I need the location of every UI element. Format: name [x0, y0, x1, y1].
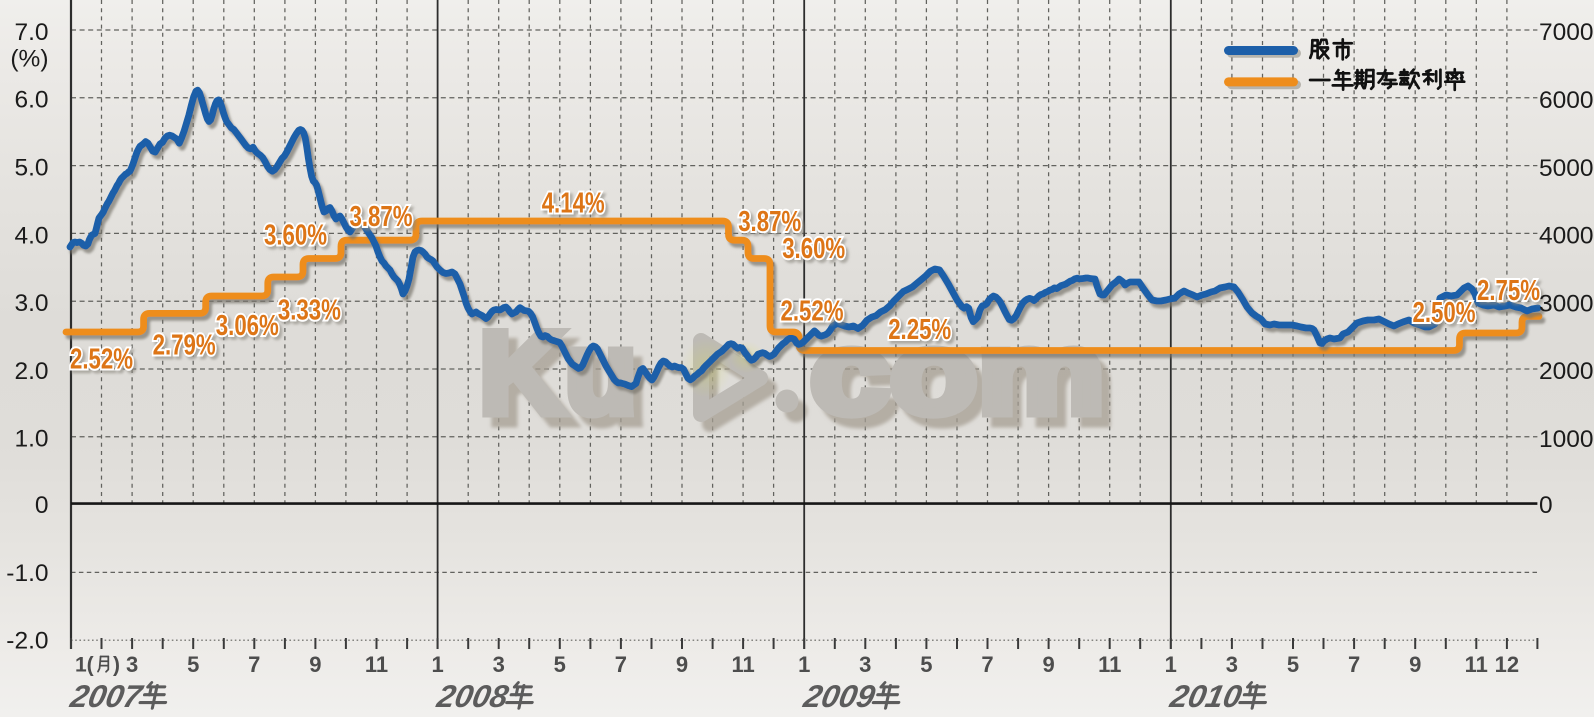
svg-text:5: 5 [920, 652, 932, 677]
svg-text:11: 11 [1465, 652, 1488, 677]
svg-text:9: 9 [676, 652, 688, 677]
svg-text:-2.0: -2.0 [6, 628, 48, 655]
svg-text:2.52%: 2.52% [70, 343, 133, 375]
svg-text:3.87%: 3.87% [350, 201, 413, 233]
svg-text:2.79%: 2.79% [153, 329, 216, 361]
svg-text:9: 9 [1409, 652, 1421, 677]
svg-text:2.50%: 2.50% [1413, 297, 1476, 329]
svg-text:1: 1 [1165, 652, 1177, 677]
svg-text:9: 9 [1042, 652, 1054, 677]
svg-text:6.0: 6.0 [14, 87, 48, 114]
svg-text:2008: 2008 [433, 678, 512, 714]
svg-text:2.75%: 2.75% [1477, 275, 1540, 307]
svg-text:7000: 7000 [1539, 19, 1594, 46]
svg-text:5: 5 [187, 652, 199, 677]
svg-text:1000: 1000 [1539, 426, 1594, 453]
svg-text:7: 7 [1348, 652, 1360, 677]
svg-text:3: 3 [1226, 652, 1238, 677]
svg-text:5: 5 [554, 652, 566, 677]
svg-text:3.87%: 3.87% [738, 206, 801, 238]
svg-text:1: 1 [431, 652, 443, 677]
svg-text:0: 0 [1539, 492, 1553, 519]
svg-text:9: 9 [309, 652, 321, 677]
svg-text:11: 11 [731, 652, 754, 677]
svg-text:5000: 5000 [1539, 155, 1594, 182]
svg-text:3.33%: 3.33% [278, 294, 341, 326]
svg-text:2000: 2000 [1539, 358, 1594, 385]
svg-text:7: 7 [981, 652, 993, 677]
svg-text:7.0: 7.0 [14, 19, 48, 46]
svg-text:-1.0: -1.0 [6, 560, 48, 587]
svg-text:2.0: 2.0 [14, 358, 48, 385]
svg-text:6000: 6000 [1539, 87, 1594, 114]
svg-text:1(: 1( [75, 654, 94, 677]
svg-text:3000: 3000 [1539, 290, 1594, 317]
svg-text:3.60%: 3.60% [782, 233, 845, 265]
svg-text:5: 5 [1287, 652, 1299, 677]
svg-text:11: 11 [365, 652, 388, 677]
svg-text:2.25%: 2.25% [888, 314, 951, 346]
svg-text:7: 7 [248, 652, 260, 677]
svg-text:12: 12 [1495, 652, 1519, 677]
svg-text:(%): (%) [10, 46, 48, 73]
svg-text:): ) [113, 654, 120, 677]
svg-text:3.0: 3.0 [14, 290, 48, 317]
svg-text:2007: 2007 [67, 678, 147, 714]
svg-text:7: 7 [615, 652, 627, 677]
svg-text:11: 11 [1098, 652, 1121, 677]
svg-text:1: 1 [798, 652, 810, 677]
svg-text:4.0: 4.0 [14, 222, 48, 249]
svg-text:2009: 2009 [800, 678, 879, 714]
svg-text:3.60%: 3.60% [264, 219, 327, 251]
svg-text:2.52%: 2.52% [781, 296, 844, 328]
svg-text:3: 3 [126, 652, 138, 677]
svg-text:3: 3 [493, 652, 505, 677]
svg-text:4000: 4000 [1539, 223, 1594, 250]
svg-text:3.06%: 3.06% [216, 310, 279, 342]
svg-text:0: 0 [35, 492, 49, 519]
svg-text:3: 3 [859, 652, 871, 677]
svg-text:2010: 2010 [1166, 678, 1245, 714]
svg-text:1.0: 1.0 [14, 426, 48, 453]
svg-text:4.14%: 4.14% [542, 187, 605, 219]
svg-text:5.0: 5.0 [14, 155, 48, 182]
